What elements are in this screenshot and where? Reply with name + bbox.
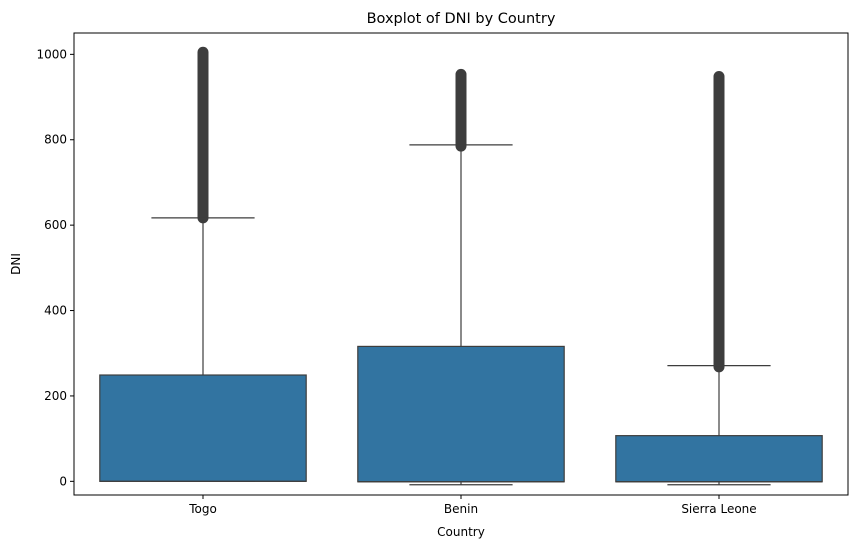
y-tick-label: 400 [44, 304, 67, 318]
y-tick-label: 1000 [36, 47, 67, 61]
chart-title: Boxplot of DNI by Country [367, 11, 556, 27]
y-tick-label: 0 [59, 474, 67, 488]
y-tick-label: 800 [44, 133, 67, 147]
y-axis-label: DNI [9, 253, 23, 275]
plot-frame [73, 32, 849, 496]
x-tick-label: Sierra Leone [681, 502, 756, 516]
plot-area: 0 200 400 600 800 1000 Togo Benin Sierra Leone [36, 46, 823, 516]
x-axis-label: Country [437, 525, 485, 539]
y-tick-label: 200 [44, 389, 67, 403]
box-togo [99, 374, 307, 482]
box-sierra-leone [615, 435, 823, 483]
y-tick-label: 600 [44, 218, 67, 232]
x-tick-label: Togo [188, 502, 217, 516]
box-benin [357, 345, 565, 483]
x-tick-label: Benin [444, 502, 478, 516]
